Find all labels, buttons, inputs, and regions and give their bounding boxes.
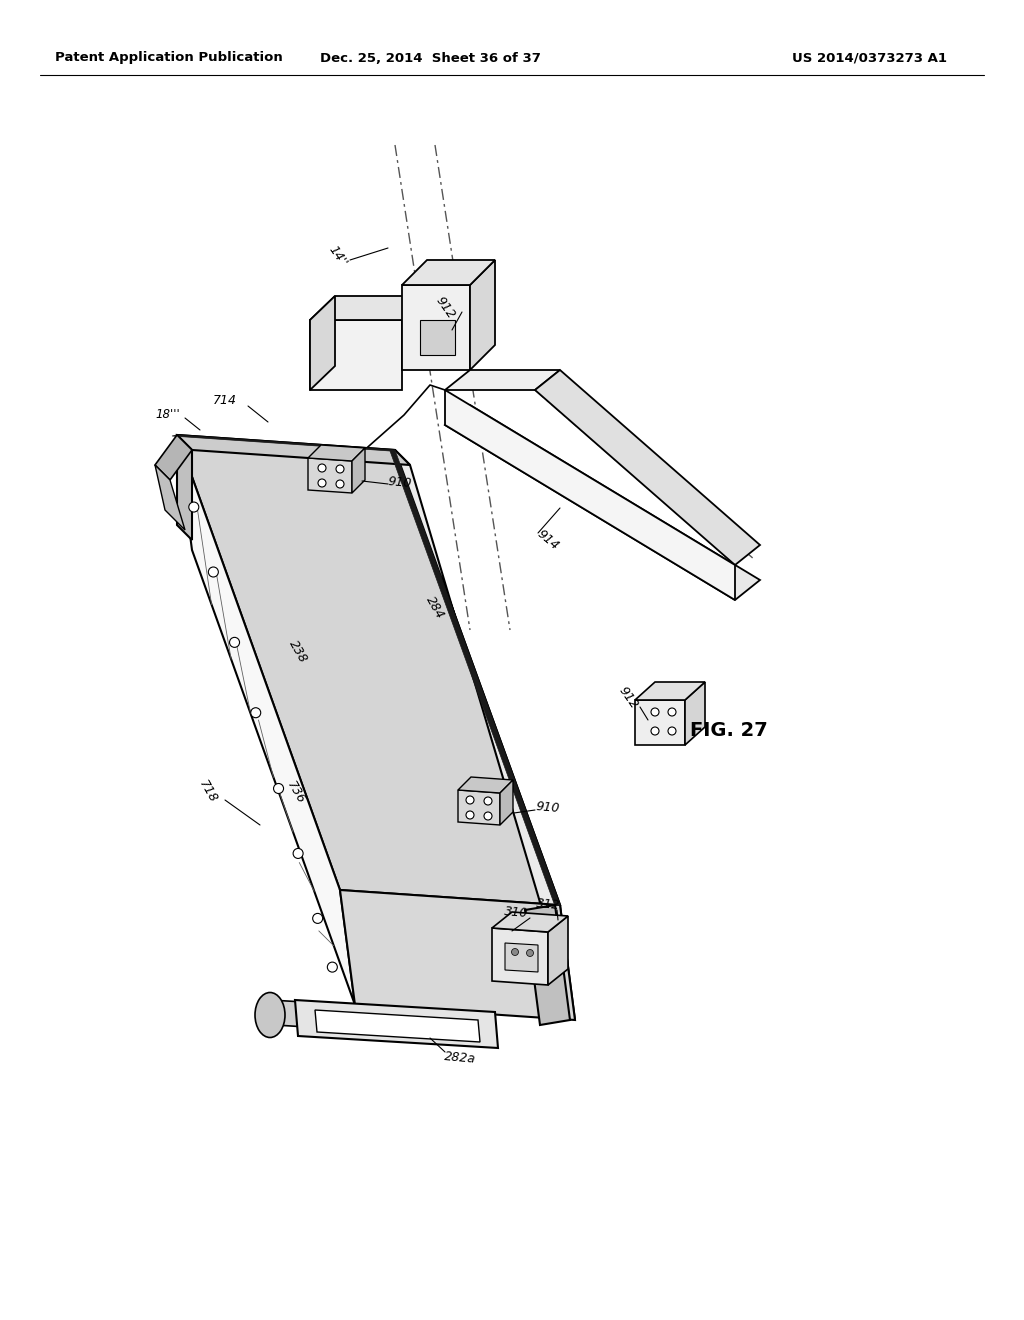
- Circle shape: [251, 708, 261, 718]
- Circle shape: [293, 849, 303, 858]
- Polygon shape: [310, 319, 402, 389]
- Circle shape: [651, 727, 659, 735]
- Polygon shape: [308, 445, 365, 461]
- Polygon shape: [395, 450, 575, 1020]
- Polygon shape: [310, 296, 335, 389]
- Text: Dec. 25, 2014  Sheet 36 of 37: Dec. 25, 2014 Sheet 36 of 37: [319, 51, 541, 65]
- Polygon shape: [155, 465, 185, 531]
- Text: 718: 718: [197, 779, 219, 805]
- Circle shape: [466, 810, 474, 818]
- Circle shape: [318, 465, 326, 473]
- Polygon shape: [492, 912, 568, 932]
- Polygon shape: [458, 777, 513, 793]
- Polygon shape: [402, 285, 470, 370]
- Polygon shape: [500, 780, 513, 825]
- Text: 284: 284: [423, 594, 446, 622]
- Text: 312: 312: [536, 898, 560, 912]
- Polygon shape: [492, 928, 548, 985]
- Polygon shape: [352, 447, 365, 492]
- Polygon shape: [155, 436, 193, 480]
- Circle shape: [188, 502, 199, 512]
- Circle shape: [336, 465, 344, 473]
- Circle shape: [208, 568, 218, 577]
- Circle shape: [318, 479, 326, 487]
- Polygon shape: [445, 405, 760, 601]
- Polygon shape: [548, 916, 568, 985]
- Text: 14'': 14'': [327, 243, 350, 269]
- Polygon shape: [420, 319, 455, 355]
- Text: FIG. 27: FIG. 27: [690, 721, 768, 739]
- Polygon shape: [458, 789, 500, 825]
- Text: 310: 310: [504, 906, 528, 920]
- Polygon shape: [505, 942, 538, 972]
- Ellipse shape: [255, 993, 285, 1038]
- Polygon shape: [295, 1001, 498, 1048]
- Polygon shape: [270, 1001, 355, 1030]
- Polygon shape: [177, 436, 560, 906]
- Text: 910: 910: [536, 800, 560, 816]
- Text: 912: 912: [433, 294, 457, 322]
- Circle shape: [526, 949, 534, 957]
- Polygon shape: [308, 458, 352, 492]
- Circle shape: [668, 727, 676, 735]
- Text: Patent Application Publication: Patent Application Publication: [55, 51, 283, 65]
- Polygon shape: [177, 436, 193, 540]
- Text: 736: 736: [285, 779, 307, 807]
- Circle shape: [229, 638, 240, 647]
- Circle shape: [512, 949, 518, 956]
- Polygon shape: [340, 890, 575, 1020]
- Polygon shape: [445, 370, 560, 389]
- Circle shape: [328, 962, 337, 972]
- Circle shape: [668, 708, 676, 715]
- Polygon shape: [525, 906, 570, 1026]
- Polygon shape: [177, 436, 355, 1005]
- Polygon shape: [315, 1010, 480, 1041]
- Polygon shape: [402, 260, 495, 285]
- Polygon shape: [172, 436, 395, 451]
- Polygon shape: [635, 682, 705, 700]
- Text: US 2014/0373273 A1: US 2014/0373273 A1: [793, 51, 947, 65]
- Circle shape: [312, 913, 323, 924]
- Polygon shape: [470, 260, 495, 370]
- Text: 282a: 282a: [443, 1051, 476, 1065]
- Polygon shape: [390, 450, 560, 906]
- Text: 910: 910: [387, 475, 413, 491]
- Polygon shape: [310, 296, 427, 319]
- Polygon shape: [177, 436, 410, 465]
- Circle shape: [484, 812, 492, 820]
- Circle shape: [651, 708, 659, 715]
- Polygon shape: [635, 700, 685, 744]
- Circle shape: [484, 797, 492, 805]
- Polygon shape: [535, 370, 760, 565]
- Text: 912: 912: [615, 685, 640, 711]
- Polygon shape: [445, 389, 735, 601]
- Circle shape: [273, 784, 284, 793]
- Circle shape: [336, 480, 344, 488]
- Text: 914: 914: [535, 527, 561, 553]
- Text: 18''': 18''': [156, 408, 180, 421]
- Text: 238: 238: [287, 639, 309, 665]
- Circle shape: [466, 796, 474, 804]
- Text: 714: 714: [213, 393, 237, 407]
- Polygon shape: [685, 682, 705, 744]
